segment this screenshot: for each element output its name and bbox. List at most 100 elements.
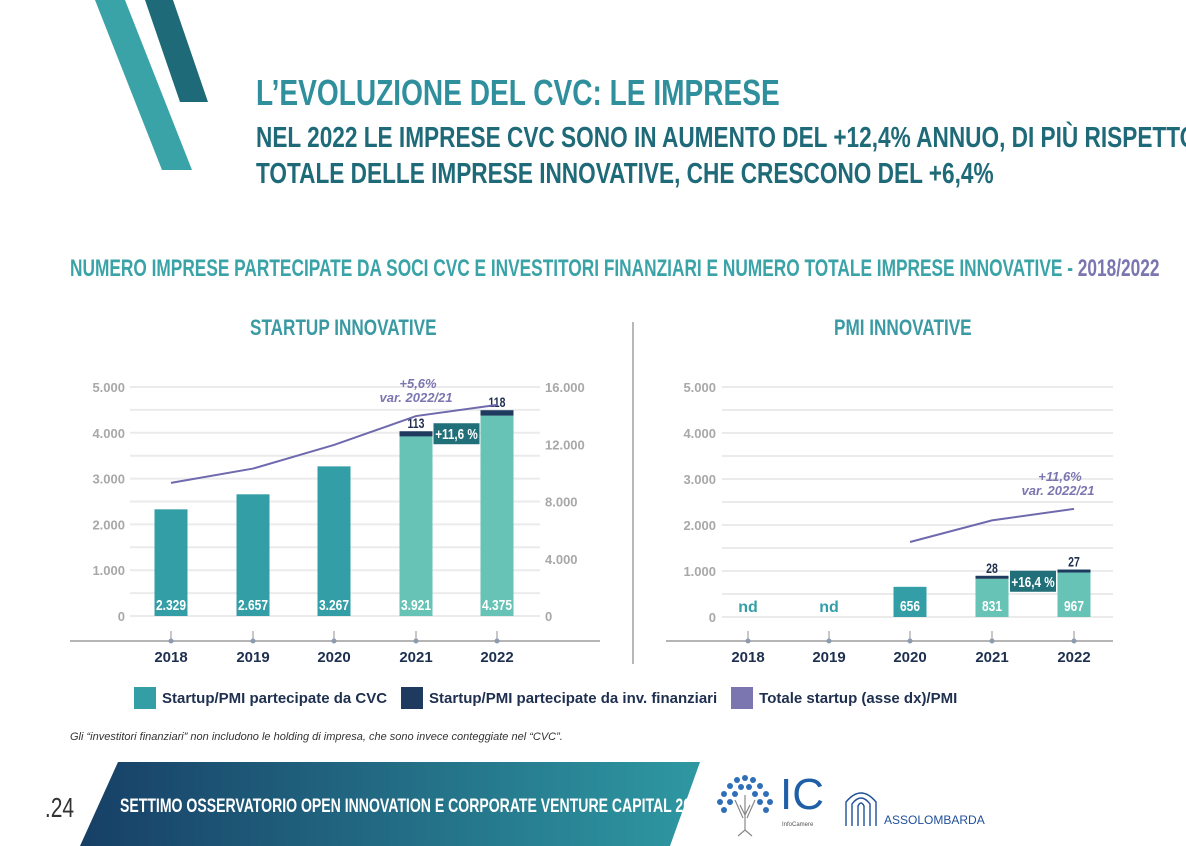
- line-totale: [909, 507, 1075, 543]
- line-totale: [170, 403, 498, 484]
- bar-cvc: [480, 415, 514, 616]
- legend-label: Totale startup (asse dx)/PMI: [759, 689, 958, 707]
- x-tick-dot: [168, 638, 174, 644]
- y-tick-label: 3.000: [683, 472, 716, 487]
- legend-swatch: [401, 687, 424, 709]
- page-title: L’EVOLUZIONE DEL CVC: LE IMPRESE: [256, 72, 780, 113]
- legend-label: Startup/PMI partecipate da CVC: [162, 689, 388, 707]
- y-tick-label: 4.000: [683, 426, 716, 441]
- bar-inv-label: 113: [408, 416, 425, 432]
- x-tick-label: 2021: [399, 649, 432, 666]
- bar-inv-finanziari: [480, 410, 514, 416]
- infocamere-tree-logo: [717, 775, 773, 837]
- y2-tick-label: 0: [545, 609, 552, 624]
- y-tick-label: 1.000: [683, 564, 716, 579]
- chart-heading-main: NUMERO IMPRESE PARTECIPATE DA SOCI CVC E…: [70, 255, 1078, 282]
- growth-badge: [433, 423, 480, 445]
- x-tick-dot: [413, 638, 419, 644]
- stripe-light: [95, 0, 192, 170]
- y-tick-label: 5.000: [92, 380, 125, 395]
- bar-inv-label: 28: [986, 560, 998, 576]
- legend-item-inv-finanziari: Startup/PMI partecipate da inv. finanzia…: [401, 687, 717, 709]
- x-tick-dot: [745, 638, 751, 644]
- footer-text: SETTIMO OSSERVATORIO OPEN INNOVATION E C…: [120, 796, 707, 817]
- x-tick-label: 2018: [731, 649, 764, 666]
- page-number: .24: [44, 792, 75, 823]
- y-tick-label: 1.000: [92, 563, 125, 578]
- x-tick-label: 2022: [480, 649, 513, 666]
- chart-heading: NUMERO IMPRESE PARTECIPATE DA SOCI CVC E…: [70, 255, 1159, 283]
- bar-inv-finanziari: [399, 431, 433, 437]
- y2-tick-label: 4.000: [545, 552, 578, 567]
- x-tick-label: 2020: [893, 649, 926, 666]
- x-tick-label: 2020: [317, 649, 350, 666]
- bar-value-label: 656: [900, 598, 920, 615]
- stripe-dark: [145, 0, 208, 102]
- line-annotation-period: var. 2022/21: [1021, 483, 1094, 498]
- x-tick-dot: [907, 638, 913, 644]
- bar-value-label: 3.267: [319, 597, 349, 614]
- x-tick-dot: [1071, 638, 1077, 644]
- bar-value-label: 2.657: [238, 597, 268, 614]
- pmi-chart-title: PMI INNOVATIVE: [834, 315, 972, 340]
- legend-item-cvc: Startup/PMI partecipate da CVC: [134, 687, 387, 709]
- bar-value-label: 967: [1064, 598, 1084, 615]
- infocamere-logo-text: IC: [780, 770, 824, 819]
- bar-cvc: [1057, 572, 1091, 617]
- bar-inv-label: 27: [1068, 554, 1080, 570]
- x-tick-label: 2022: [1057, 649, 1090, 666]
- legend-label: Startup/PMI partecipate da inv. finanzia…: [429, 689, 718, 707]
- page-subtitle: NEL 2022 LE IMPRESE CVC SONO IN AUMENTO …: [256, 120, 1186, 192]
- bar-inv-finanziari: [1057, 569, 1091, 573]
- y2-tick-label: 16.000: [545, 380, 585, 395]
- not-available-label: nd: [738, 599, 758, 616]
- bar-value-label: 831: [982, 598, 1002, 615]
- legend: Startup/PMI partecipate da CVC Startup/P…: [134, 687, 957, 709]
- bar-value-label: 2.329: [156, 597, 186, 614]
- y-tick-label: 4.000: [92, 426, 125, 441]
- bar-value-label: 4.375: [482, 597, 512, 614]
- line-annotation-value: +11,6%: [1038, 469, 1082, 484]
- line-annotation-period: var. 2022/21: [379, 390, 452, 405]
- x-tick-label: 2018: [154, 649, 187, 666]
- bar-value-label: 3.921: [401, 597, 431, 614]
- bar-cvc: [399, 436, 433, 616]
- y-tick-label: 2.000: [92, 517, 125, 532]
- bar-cvc: [893, 586, 927, 617]
- growth-badge-label: +11,6 %: [435, 426, 478, 443]
- x-tick-dot: [989, 638, 995, 644]
- startup-chart-title: STARTUP INNOVATIVE: [250, 315, 437, 340]
- bar-cvc: [154, 509, 188, 616]
- subtitle-line-2: TOTALE DELLE IMPRESE INNOVATIVE, CHE CRE…: [256, 158, 994, 190]
- y2-tick-label: 12.000: [545, 437, 585, 452]
- y2-tick-label: 8.000: [545, 495, 578, 510]
- chart-divider: [632, 322, 634, 664]
- bar-inv-finanziari: [975, 575, 1009, 579]
- not-available-label: nd: [819, 599, 839, 616]
- x-tick-dot: [494, 638, 500, 644]
- infocamere-logo-subtext: InfoCamere: [782, 822, 814, 828]
- bar-cvc: [317, 466, 351, 616]
- assolombarda-logo-text: ASSOLOMBARDA: [884, 813, 985, 827]
- legend-swatch: [134, 687, 156, 709]
- chart-heading-period: 2018/2022: [1077, 255, 1160, 282]
- line-annotation-value: +5,6%: [399, 376, 437, 391]
- x-tick-label: 2019: [812, 649, 845, 666]
- legend-swatch: [731, 687, 754, 709]
- footer-banner: [80, 762, 700, 846]
- y-tick-label: 5.000: [683, 380, 716, 395]
- y-tick-label: 3.000: [92, 472, 125, 487]
- x-tick-label: 2021: [975, 649, 1008, 666]
- x-tick-dot: [331, 638, 337, 644]
- y-tick-label: 2.000: [683, 518, 716, 533]
- legend-item-totale: Totale startup (asse dx)/PMI: [731, 687, 957, 709]
- x-tick-dot: [826, 638, 832, 644]
- x-tick-dot: [250, 638, 256, 644]
- growth-badge: [1010, 570, 1056, 592]
- x-tick-label: 2019: [236, 649, 269, 666]
- footnote: Gli “investitori finanziari” non includo…: [70, 731, 563, 743]
- growth-badge-label: +16,4 %: [1011, 573, 1054, 590]
- bar-cvc: [236, 494, 270, 616]
